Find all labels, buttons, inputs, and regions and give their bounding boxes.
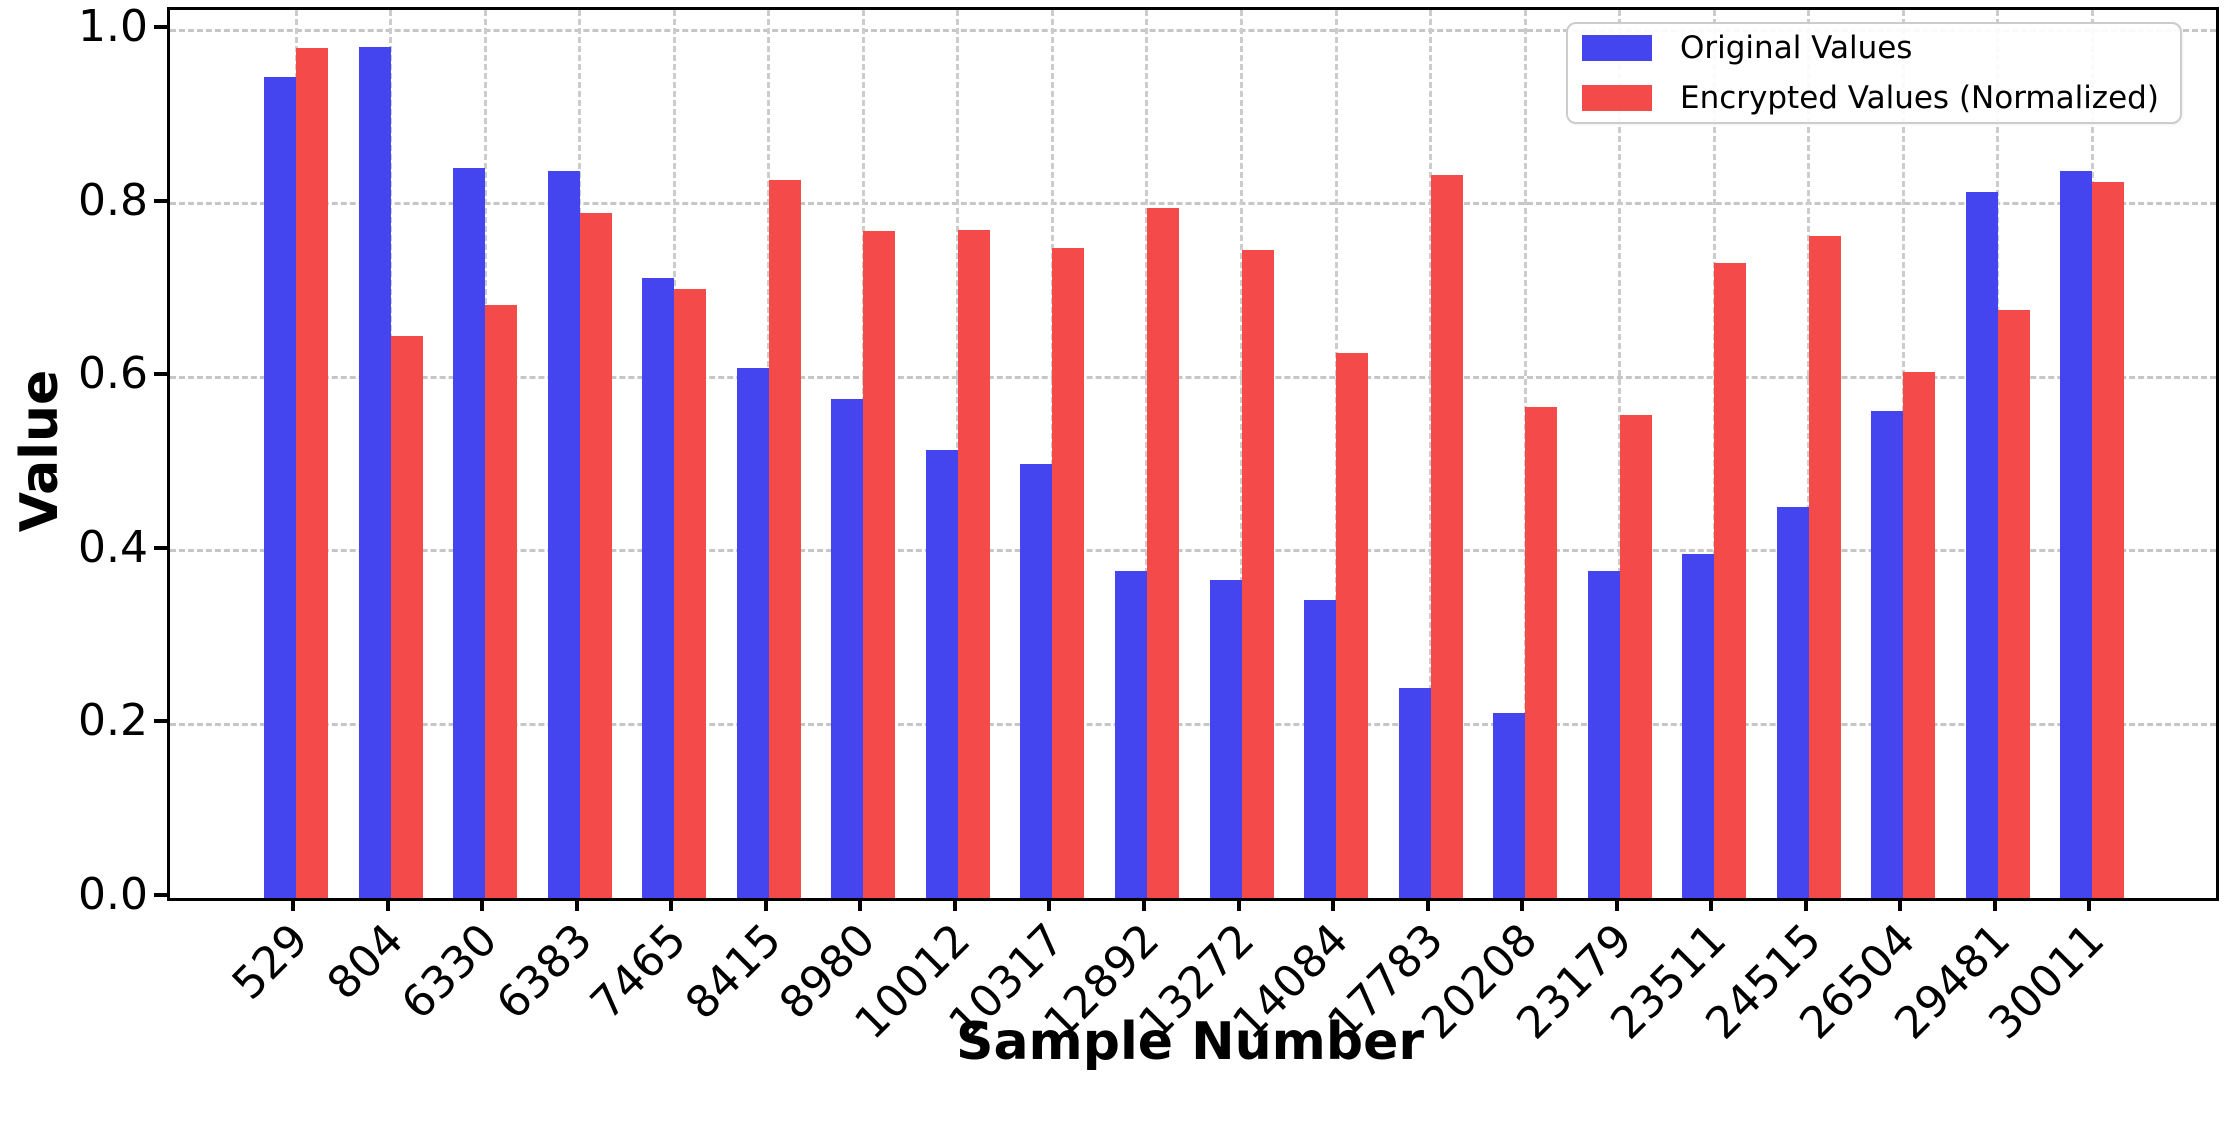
y-tick-label: 0.2 <box>78 695 148 747</box>
bar-original-17783 <box>1398 687 1431 898</box>
x-tick-mark <box>480 898 485 911</box>
x-tick-label-text: 6330 <box>392 914 508 1030</box>
x-tick-mark <box>2087 898 2092 911</box>
y-gridline <box>170 375 2216 379</box>
y-tick-mark <box>154 198 167 203</box>
bar-encrypted-23179 <box>1619 414 1652 898</box>
bar-original-14084 <box>1304 600 1337 898</box>
x-tick-label-text: 6383 <box>486 914 602 1030</box>
bar-encrypted-17783 <box>1430 174 1463 898</box>
x-tick-mark <box>1331 898 1336 911</box>
bar-encrypted-8415 <box>768 180 801 898</box>
x-tick-mark <box>291 898 295 911</box>
y-tick-label: 0.0 <box>78 869 148 920</box>
bar-encrypted-24515 <box>1808 235 1841 898</box>
bar-encrypted-529 <box>296 48 328 898</box>
bar-original-7465 <box>642 278 675 898</box>
y-gridline <box>170 202 2216 206</box>
bar-original-10317 <box>1020 464 1053 898</box>
x-tick-label-text: 7465 <box>581 914 697 1030</box>
y-tick-label: 1.0 <box>78 1 148 52</box>
bar-original-10012 <box>925 450 958 898</box>
x-tick-mark <box>1898 898 1903 911</box>
legend-swatch-blue <box>1582 35 1652 61</box>
x-tick-mark <box>1803 898 1808 911</box>
legend-item-original: Original Values <box>1582 31 2166 65</box>
bar-encrypted-29481 <box>1997 310 2030 898</box>
bar-original-529 <box>264 76 296 898</box>
bar-original-8415 <box>736 367 769 898</box>
bar-encrypted-10012 <box>957 229 990 898</box>
x-tick-mark <box>952 898 957 911</box>
bar-original-13272 <box>1209 580 1242 898</box>
x-tick-mark <box>669 898 674 911</box>
y-tick-label: 0.8 <box>78 174 148 226</box>
bar-original-6330 <box>453 168 486 898</box>
legend-box: Original Values Encrypted Values (Normal… <box>1566 22 2182 124</box>
bar-encrypted-6330 <box>485 305 518 898</box>
x-tick-mark <box>1141 898 1146 911</box>
x-tick-mark <box>858 898 863 911</box>
bar-original-8980 <box>831 398 864 898</box>
y-tick-label: 0.6 <box>78 348 148 400</box>
bar-encrypted-6383 <box>579 213 612 898</box>
bar-original-23179 <box>1587 570 1620 898</box>
bar-encrypted-7465 <box>674 288 707 898</box>
y-tick-mark <box>154 893 167 897</box>
bar-original-24515 <box>1776 507 1809 898</box>
x-tick-mark <box>1520 898 1525 911</box>
y-tick-label: 0.4 <box>78 521 148 573</box>
legend-label-encrypted: Encrypted Values (Normalized) <box>1680 80 2159 116</box>
x-tick-mark <box>1425 898 1430 911</box>
bar-encrypted-26504 <box>1903 372 1936 898</box>
bar-encrypted-12892 <box>1146 207 1179 898</box>
bar-encrypted-23511 <box>1714 262 1747 898</box>
y-tick-mark <box>154 372 167 377</box>
bar-encrypted-804 <box>390 336 423 898</box>
x-tick-mark <box>1614 898 1619 911</box>
bar-encrypted-10317 <box>1052 247 1085 898</box>
x-axis-label: Sample Number <box>956 1012 1424 1072</box>
bar-encrypted-14084 <box>1336 352 1369 898</box>
y-tick-mark <box>154 25 167 29</box>
bar-encrypted-13272 <box>1241 250 1274 898</box>
bar-original-23511 <box>1682 554 1715 898</box>
x-tick-label-text: 529 <box>222 914 319 1010</box>
x-tick-mark <box>1047 898 1052 911</box>
y-gridline <box>170 28 2216 32</box>
x-tick-mark <box>1992 898 1997 911</box>
bar-encrypted-8980 <box>863 231 896 898</box>
bar-original-29481 <box>1965 192 1998 898</box>
y-tick-mark <box>154 719 167 724</box>
x-tick-mark <box>385 898 390 911</box>
bar-original-26504 <box>1871 411 1904 898</box>
legend-swatch-red <box>1582 85 1652 111</box>
bar-original-30011 <box>2060 171 2093 898</box>
y-gridline <box>170 722 2216 726</box>
legend-item-encrypted: Encrypted Values (Normalized) <box>1582 81 2166 115</box>
y-gridline <box>170 549 2216 553</box>
legend-label-original: Original Values <box>1680 30 1913 66</box>
bar-original-12892 <box>1114 570 1147 898</box>
x-tick-mark <box>763 898 768 911</box>
plot-area <box>167 7 2219 901</box>
bar-original-6383 <box>547 171 580 898</box>
x-tick-mark <box>1709 898 1714 911</box>
x-tick-label-text: 8415 <box>675 914 791 1030</box>
x-tick-mark <box>1236 898 1241 911</box>
bar-original-804 <box>358 47 391 898</box>
y-tick-mark <box>154 545 167 550</box>
bar-encrypted-30011 <box>2092 181 2125 898</box>
bar-encrypted-20208 <box>1525 406 1558 898</box>
bar-original-20208 <box>1493 713 1526 898</box>
x-tick-mark <box>574 898 579 911</box>
